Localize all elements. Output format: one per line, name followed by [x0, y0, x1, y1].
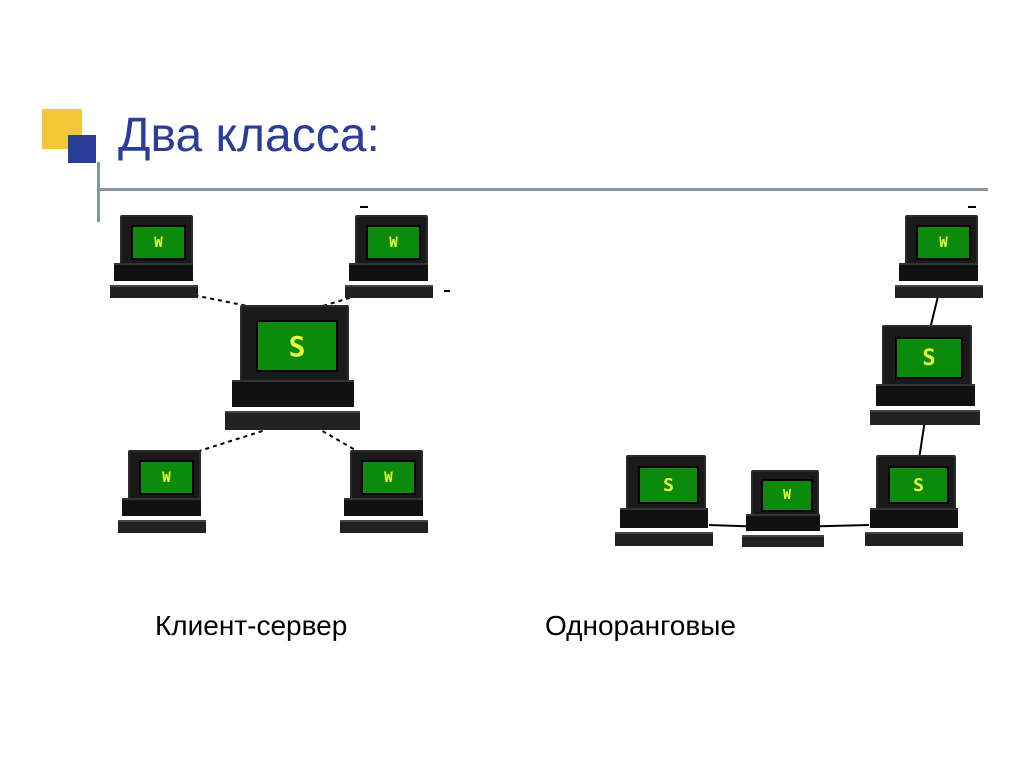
pc-base — [876, 384, 975, 406]
pc-keyboard — [340, 520, 428, 533]
screen-glyph: W — [939, 235, 947, 251]
computer-icon: W — [345, 215, 433, 305]
screen-glyph: S — [289, 330, 306, 363]
computer-icon: S — [225, 305, 360, 445]
screen-glyph: W — [389, 235, 397, 251]
computer-icon: S — [870, 325, 980, 435]
computer-icon: W — [895, 215, 983, 305]
computer-icon: W — [340, 450, 428, 540]
screen-glyph: W — [384, 470, 392, 486]
screen-glyph: S — [913, 475, 924, 496]
pc-base — [344, 498, 423, 516]
diagram-area: S W W W W W S S W S — [0, 0, 1024, 767]
screen-glyph: W — [783, 488, 791, 503]
computer-icon: S — [865, 455, 963, 555]
screen-glyph: S — [922, 346, 935, 371]
pc-base — [122, 498, 201, 516]
pc-base — [232, 380, 354, 407]
pc-keyboard — [225, 411, 360, 430]
computer-icon: W — [110, 215, 198, 305]
pc-keyboard — [895, 285, 983, 298]
pc-base — [620, 508, 708, 528]
pc-keyboard — [870, 410, 980, 425]
pc-keyboard — [615, 532, 713, 546]
pc-keyboard — [865, 532, 963, 546]
pc-base — [114, 263, 193, 281]
screen-glyph: S — [663, 475, 674, 496]
pc-keyboard — [345, 285, 433, 298]
screen-glyph: W — [162, 470, 170, 486]
pc-base — [746, 514, 820, 531]
pc-base — [899, 263, 978, 281]
left-network-label: Клиент-сервер — [155, 610, 347, 642]
pc-keyboard — [110, 285, 198, 298]
computer-icon: W — [742, 470, 824, 554]
computer-icon: W — [118, 450, 206, 540]
pc-base — [349, 263, 428, 281]
screen-glyph: W — [154, 235, 162, 251]
pc-keyboard — [118, 520, 206, 533]
pc-base — [870, 508, 958, 528]
right-network-label: Одноранговые — [545, 610, 736, 642]
computer-icon: S — [615, 455, 713, 555]
pc-keyboard — [742, 535, 824, 547]
